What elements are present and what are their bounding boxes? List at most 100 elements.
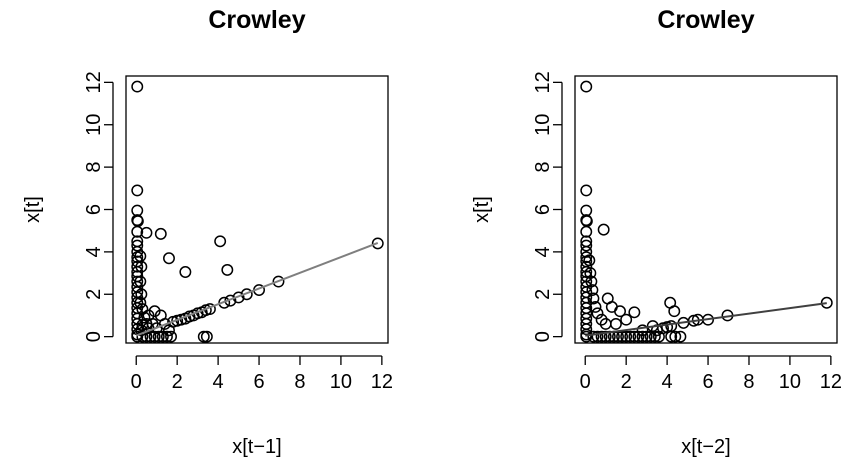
- data-point: [636, 330, 649, 343]
- data-point: [131, 239, 144, 252]
- data-point: [620, 330, 633, 343]
- data-point: [156, 330, 169, 343]
- data-point: [131, 330, 144, 343]
- data-point: [820, 296, 833, 309]
- fit-line: [585, 302, 827, 337]
- y-tick-label: 0: [83, 331, 105, 342]
- data-point: [584, 267, 597, 280]
- data-point: [200, 330, 213, 343]
- x-tick-label: 4: [213, 371, 224, 393]
- data-point: [587, 330, 600, 343]
- data-point: [148, 305, 161, 318]
- x-tick-label: 10: [779, 371, 801, 393]
- data-point: [131, 80, 144, 93]
- data-point: [136, 303, 149, 316]
- data-point: [669, 330, 682, 343]
- data-point: [628, 306, 641, 319]
- data-point: [144, 330, 157, 343]
- x-tick-label: 0: [131, 371, 142, 393]
- data-point: [648, 330, 661, 343]
- data-point: [134, 296, 147, 309]
- data-point: [135, 288, 148, 301]
- data-point: [580, 323, 593, 336]
- data-point: [644, 330, 657, 343]
- data-point: [614, 305, 626, 318]
- data-point: [136, 319, 149, 331]
- x-tick-label: 12: [820, 371, 842, 393]
- data-point: [158, 317, 171, 330]
- y-tick-label: 2: [532, 289, 554, 300]
- data-point: [668, 305, 681, 318]
- data-point: [640, 330, 653, 343]
- data-point: [589, 301, 602, 313]
- data-point: [597, 223, 610, 236]
- data-point: [131, 260, 144, 273]
- y-tick-label: 4: [83, 246, 105, 257]
- data-point: [591, 307, 604, 320]
- data-point: [272, 275, 285, 288]
- data-point: [142, 309, 155, 322]
- y-tick-label: 6: [532, 204, 554, 215]
- chart-title: Crowley: [208, 6, 305, 34]
- scatter-panel-left: Crowley 0 2 4 6 8 10 12 x[t−1] 0 2 4 6 8 10 12 x[t]: [22, 6, 393, 458]
- data-point: [371, 237, 384, 250]
- data-point: [587, 292, 600, 305]
- x-tick-label: 10: [330, 371, 352, 393]
- chart-title: Crowley: [657, 6, 754, 34]
- data-point: [665, 320, 678, 332]
- data-point: [165, 330, 177, 343]
- data-point: [140, 226, 153, 239]
- y-tick-label: 0: [532, 331, 554, 342]
- data-point: [135, 260, 148, 273]
- y-tick-label: 10: [532, 114, 554, 136]
- data-point: [580, 239, 593, 252]
- x-tick-label: 6: [702, 371, 713, 393]
- data-point: [609, 317, 622, 330]
- data-point: [599, 330, 612, 343]
- data-point: [148, 330, 161, 343]
- data-point: [221, 263, 234, 276]
- x-tick-label: 12: [371, 371, 393, 393]
- data-point: [586, 284, 599, 296]
- data-point: [580, 260, 593, 273]
- data-point: [197, 330, 210, 343]
- y-axis-label: x[t]: [471, 196, 493, 223]
- data-point: [131, 225, 144, 238]
- data-point: [591, 330, 604, 343]
- data-point: [632, 330, 645, 343]
- y-tick-label: 12: [532, 71, 554, 93]
- data-point: [160, 330, 173, 343]
- x-tick-label: 6: [253, 371, 264, 393]
- y-tick-label: 4: [532, 246, 554, 257]
- data-point: [628, 330, 641, 343]
- data-point: [624, 330, 637, 343]
- data-point: [595, 330, 608, 343]
- x-tick-label: 4: [662, 371, 673, 393]
- y-axis-label: x[t]: [22, 196, 44, 223]
- y-tick-label: 6: [83, 204, 105, 215]
- data-point: [583, 254, 596, 267]
- x-tick-label: 2: [621, 371, 632, 393]
- data-point: [580, 251, 593, 264]
- data-point: [580, 330, 593, 343]
- data-point: [152, 330, 165, 343]
- data-point: [218, 296, 231, 309]
- data-point: [154, 227, 167, 240]
- data-point: [136, 330, 149, 343]
- plot-box: [574, 75, 838, 344]
- data-point: [595, 313, 608, 326]
- x-axis-label: x[t−1]: [232, 436, 281, 458]
- data-point: [585, 275, 598, 288]
- fit-line: [135, 242, 379, 337]
- data-point: [636, 324, 649, 337]
- x-axis-label: x[t−2]: [681, 436, 730, 458]
- x-tick-label: 8: [743, 371, 754, 393]
- data-point: [580, 80, 593, 93]
- y-tick-label: 8: [532, 162, 554, 173]
- x-tick-label: 8: [294, 371, 305, 393]
- y-tick-label: 10: [83, 114, 105, 136]
- data-point: [131, 184, 144, 197]
- y-tick-label: 2: [83, 289, 105, 300]
- data-point: [580, 225, 593, 238]
